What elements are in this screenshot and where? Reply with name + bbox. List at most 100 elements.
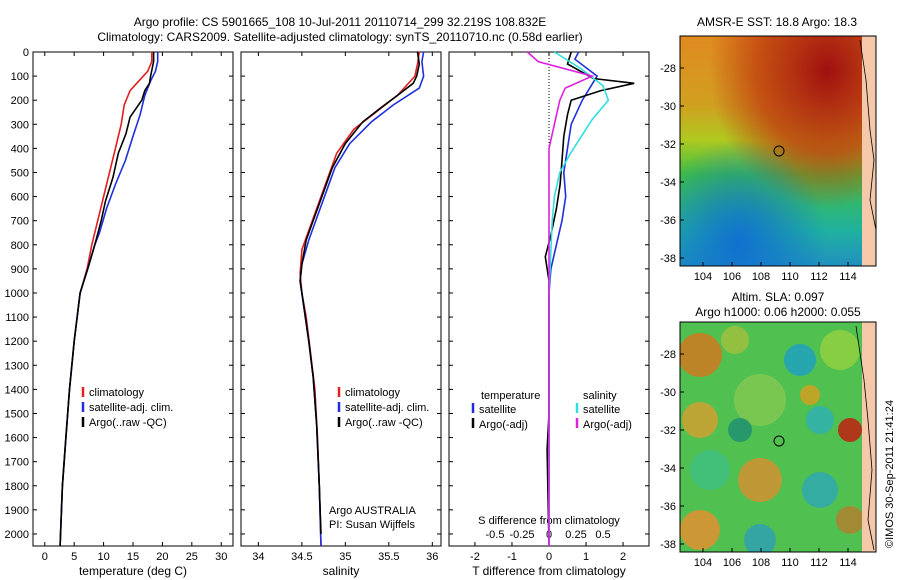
sla-blob	[820, 330, 860, 370]
map-x-tick-label: 106	[723, 557, 741, 569]
salinity-xlabel: salinity	[323, 564, 360, 578]
difference-xlabel: T difference from climatology	[472, 564, 626, 578]
sla-blob	[800, 385, 820, 405]
title-line-2: Climatology: CARS2009. Satellite-adjuste…	[97, 30, 582, 44]
y-tick-label: 700	[11, 216, 29, 228]
sla-blob	[744, 524, 776, 552]
x-tick-label: 0	[42, 551, 48, 563]
sst-argo-location-marker	[773, 145, 785, 157]
sla-blob	[682, 402, 718, 438]
legend-label: Argo(-adj)	[583, 419, 632, 431]
y-tick-label: 1900	[5, 505, 29, 517]
legend-label: satellite-adj. clim.	[89, 402, 173, 414]
map-x-tick-label: 110	[781, 557, 799, 569]
y-tick-label: 600	[11, 192, 29, 204]
x-tick-label: -2	[470, 551, 480, 563]
x-tick-label: 30	[215, 551, 227, 563]
x-tick-label: 20	[156, 551, 168, 563]
sla-blob	[680, 510, 720, 550]
sla-blob	[728, 418, 752, 442]
y-tick-label: 0	[23, 47, 29, 59]
x-tick-label: 35	[339, 551, 351, 563]
salinity-annotation-1: Argo AUSTRALIA	[329, 505, 416, 517]
sla-map-frame	[679, 321, 877, 553]
map-y-tick-label: -28	[660, 349, 676, 361]
map-y-tick-label: -36	[660, 215, 676, 227]
legend-label: climatology	[89, 387, 145, 399]
series-satellite-adj-clim-	[59, 52, 159, 547]
map-x-tick-label: 104	[694, 271, 712, 283]
sla-blob	[806, 406, 834, 434]
legend-label: Argo(..raw -QC)	[89, 417, 167, 429]
map-y-tick-label: -38	[660, 253, 676, 265]
legend-label: Argo(-adj)	[479, 419, 528, 431]
salinity-annotation-2: PI: Susan Wijffels	[329, 519, 415, 531]
sla-map-title-2: Argo h1000: 0.06 h2000: 0.055	[695, 305, 861, 319]
map-x-tick-label: 108	[752, 271, 770, 283]
sla-blob	[836, 506, 864, 534]
legend-temperature-title: temperature	[481, 390, 540, 402]
y-tick-label: 500	[11, 167, 29, 179]
y-tick-label: 1300	[5, 360, 29, 372]
panel-temperature: 0100200300400500600700800900100011001200…	[5, 47, 234, 578]
x-tick-label: 34	[252, 551, 264, 563]
x-tick-label: 34.5	[291, 551, 312, 563]
sla-map-axes: 104 106 108 110 112 114 -28 -30 -32 -34 -36 -38	[660, 349, 857, 569]
map-x-tick-label: 112	[810, 271, 828, 283]
legend-label: climatology	[345, 387, 401, 399]
y-tick-label: 1200	[5, 336, 29, 348]
x-tick-label: 25	[186, 551, 198, 563]
series-argo-raw-qc-	[299, 51, 421, 535]
sla-blob	[721, 326, 749, 354]
map-y-tick-label: -30	[660, 387, 676, 399]
x-tick-label: 0	[546, 551, 552, 563]
x-tick-label: 35.5	[378, 551, 399, 563]
map-x-tick-label: 106	[723, 271, 741, 283]
profile-panels: 0100200300400500600700800900100011001200…	[5, 47, 650, 578]
s-tick-label: -0.5	[486, 529, 505, 541]
x-tick-label: 15	[127, 551, 139, 563]
sla-blob	[690, 450, 730, 490]
sla-blob	[738, 458, 782, 502]
legend-label: satellite-adj. clim.	[345, 402, 429, 414]
title-line-1: Argo profile: CS 5901665_108 10-Jul-2011…	[134, 15, 547, 29]
legend-salinity-title: salinity	[583, 390, 617, 402]
y-tick-label: 1100	[5, 312, 29, 324]
map-y-tick-label: -36	[660, 501, 676, 513]
y-tick-label: 300	[11, 119, 29, 131]
sla-blob	[734, 374, 786, 426]
map-x-tick-label: 108	[752, 557, 770, 569]
y-tick-label: 1000	[5, 288, 29, 300]
sla-blob	[680, 333, 722, 377]
map-y-tick-label: -28	[660, 63, 676, 75]
y-tick-label: 200	[11, 95, 29, 107]
x-tick-label: 36	[426, 551, 438, 563]
x-tick-label: -1	[507, 551, 517, 563]
s-tick-label: 0.5	[595, 529, 610, 541]
sla-map-title-1: Altim. SLA: 0.097	[732, 290, 825, 304]
map-x-tick-label: 110	[781, 271, 799, 283]
panel-salinity: 34 34.5 35 35.5 36 salinity climatology satelli…	[240, 51, 442, 578]
sla-blob	[838, 418, 862, 442]
series-s-argo-adj-	[526, 51, 595, 546]
map-y-tick-label: -34	[660, 177, 676, 189]
y-tick-label: 1600	[5, 433, 29, 445]
map-y-tick-label: -34	[660, 463, 676, 475]
map-x-tick-label: 114	[839, 271, 857, 283]
sst-map-title: AMSR-E SST: 18.8 Argo: 18.3	[697, 15, 857, 29]
sla-argo-location-marker	[773, 435, 785, 447]
map-y-tick-label: -32	[660, 425, 676, 437]
sla-blob	[802, 472, 838, 508]
y-tick-label: 400	[11, 143, 29, 155]
map-y-tick-label: -38	[660, 539, 676, 551]
temperature-xlabel: temperature (deg C)	[79, 564, 187, 578]
s-tick-label: 0.25	[565, 529, 586, 541]
x-tick-label: 10	[97, 551, 109, 563]
x-tick-label: 5	[71, 551, 77, 563]
y-tick-label: 1700	[5, 457, 29, 469]
legend-label: Argo(..raw -QC)	[345, 417, 423, 429]
map-y-tick-label: -32	[660, 139, 676, 151]
s-tick-label: -0.25	[509, 529, 534, 541]
legend-label: satellite	[583, 404, 620, 416]
